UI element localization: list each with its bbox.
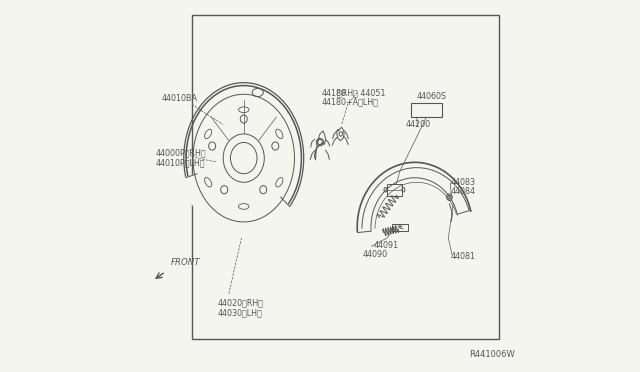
Text: 44020〈RH〉: 44020〈RH〉 — [218, 299, 264, 308]
Text: 44010BA: 44010BA — [161, 94, 197, 103]
Bar — [392, 224, 408, 231]
Text: 44090: 44090 — [363, 250, 388, 259]
Text: FRONT: FRONT — [170, 258, 200, 267]
Text: 〈RH〉 44051: 〈RH〉 44051 — [337, 89, 385, 97]
Text: 44091: 44091 — [374, 241, 399, 250]
Text: 44180+A〈LH〉: 44180+A〈LH〉 — [322, 98, 379, 107]
Text: 44180: 44180 — [322, 89, 347, 97]
Text: R441006W: R441006W — [468, 350, 515, 359]
Bar — [411, 103, 442, 117]
Polygon shape — [195, 158, 283, 222]
Text: 44084: 44084 — [451, 187, 476, 196]
Text: 44000P〈RH〉: 44000P〈RH〉 — [156, 148, 206, 157]
Text: 44030〈LH〉: 44030〈LH〉 — [218, 308, 262, 317]
Text: 44060S: 44060S — [417, 92, 447, 101]
Text: 44083: 44083 — [451, 178, 476, 187]
Text: 44200: 44200 — [406, 120, 431, 129]
Text: 44010P〈LH〉: 44010P〈LH〉 — [156, 158, 205, 167]
Bar — [387, 184, 402, 196]
Polygon shape — [183, 158, 292, 237]
Bar — [191, 15, 499, 339]
Text: 44081: 44081 — [451, 252, 476, 261]
